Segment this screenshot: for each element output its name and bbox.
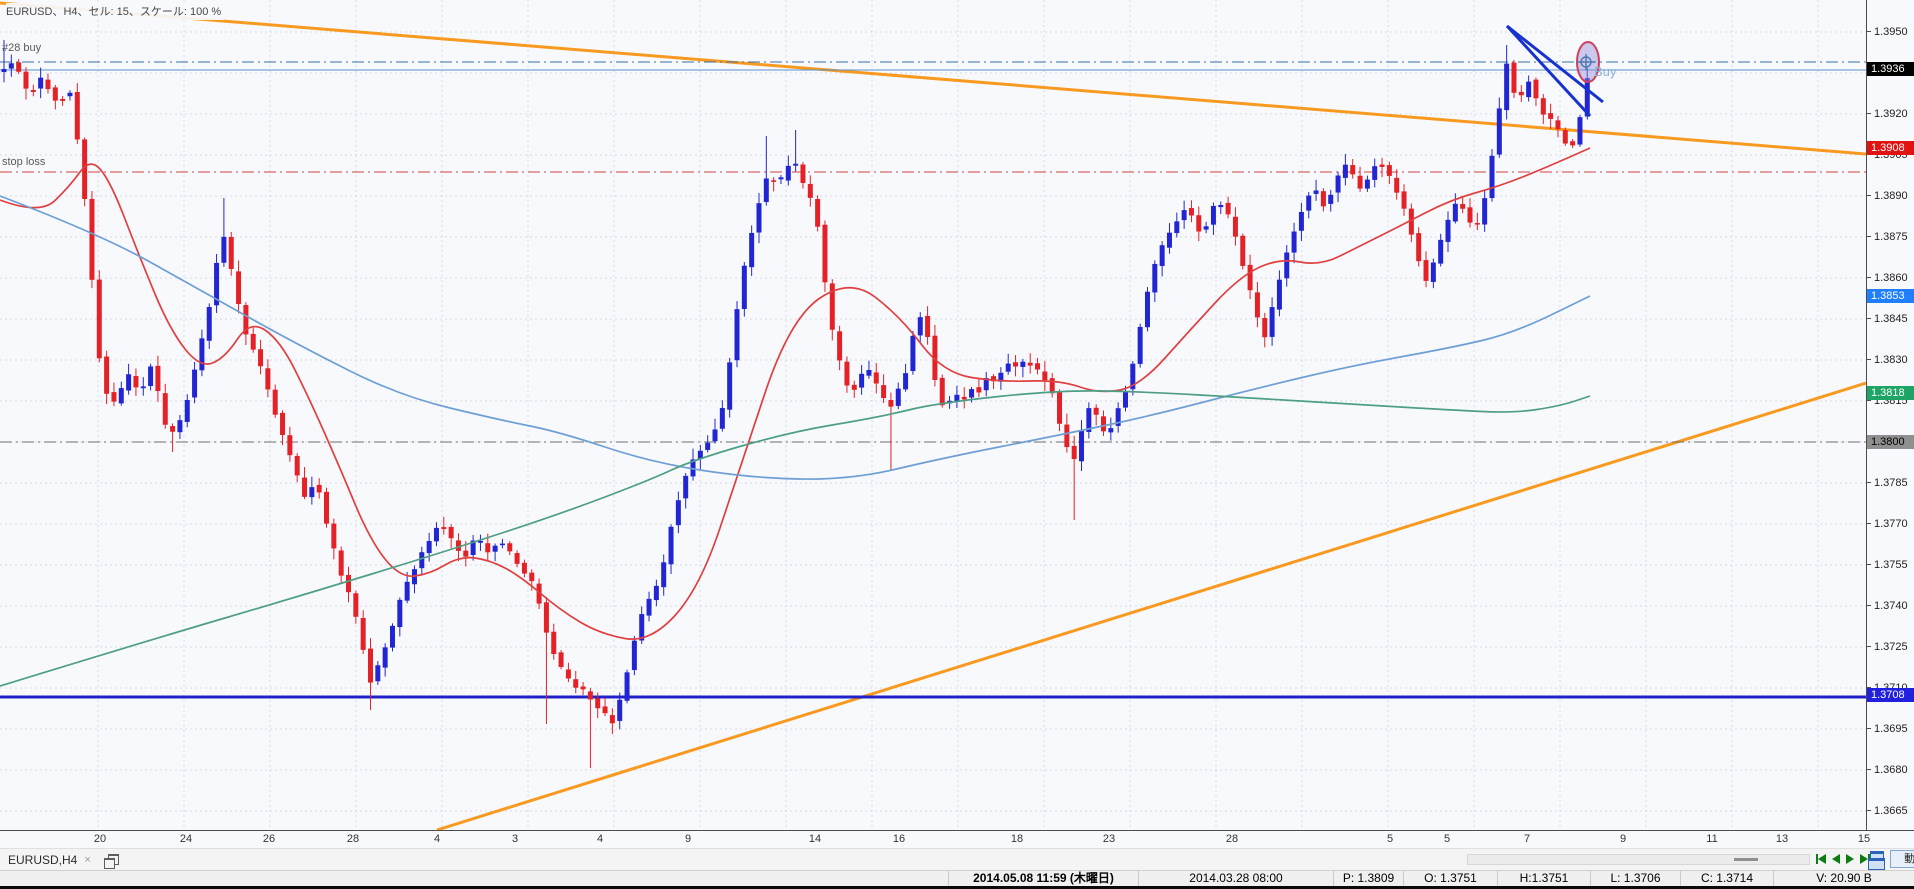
candlestick-chart: [0, 0, 1866, 830]
ma-medium-blue: [0, 195, 1591, 480]
status-cell: C: 1.3714: [1680, 871, 1773, 886]
time-tick-label: 9: [684, 833, 692, 845]
price-tick-label: 1.3665: [1867, 805, 1914, 817]
price-tick-label: 1.3740: [1867, 600, 1914, 612]
price-level-box: 1.3708: [1867, 688, 1914, 702]
status-cell: L: 1.3706: [1590, 871, 1680, 886]
status-cell: 2014.03.28 08:00: [1138, 871, 1333, 886]
restore-window-icon[interactable]: [103, 853, 119, 869]
time-tick-label: 11: [1706, 833, 1718, 845]
time-tick-label: 3: [511, 833, 519, 845]
price-level-box: 1.3853: [1867, 289, 1914, 303]
price-tick-label: 1.3920: [1867, 108, 1914, 120]
chart-tab-eurusd-h4[interactable]: EURUSD,H4 ×: [4, 851, 123, 869]
status-cell: 2014.05.08 11:59 (木曜日): [948, 871, 1138, 886]
candlestick-series: [1, 40, 1590, 768]
time-tick-label: 18: [1010, 833, 1024, 845]
price-level-box: 1.3818: [1867, 386, 1914, 400]
status-cell: V: 20.90 B: [1773, 871, 1914, 886]
chart-shift-icon[interactable]: [1868, 851, 1888, 870]
price-tick-label: 1.3830: [1867, 354, 1914, 366]
chart-tab-strip: EURUSD,H4 × 動ズーム: [0, 848, 1914, 870]
status-bar: 2014.05.08 11:59 (木曜日) 2014.03.28 08:00 P:…: [0, 870, 1914, 886]
price-tick-label: 1.3695: [1867, 723, 1914, 735]
crosshair-cursor-icon: [1577, 54, 1595, 70]
price-tick-label: 1.3680: [1867, 764, 1914, 776]
time-tick-label: 14: [808, 833, 822, 845]
status-cell: [0, 871, 948, 886]
price-tick-label: 1.3890: [1867, 190, 1914, 202]
status-cell: O: 1.3751: [1403, 871, 1497, 886]
time-tick-label: 4: [596, 833, 604, 845]
price-level-box: 1.3908: [1867, 141, 1914, 155]
price-tick-label: 1.3860: [1867, 272, 1914, 284]
step-back-icon[interactable]: [1830, 853, 1842, 866]
time-tick-label: 28: [1225, 833, 1239, 845]
pennant-upper: [1506, 24, 1604, 104]
taskbar-edge: [0, 886, 1914, 889]
pennant-lines: [1505, 24, 1604, 118]
time-tick-label: 5: [1386, 833, 1394, 845]
ma-fast-red: [0, 147, 1591, 640]
price-tick-label: 1.3845: [1867, 313, 1914, 325]
open-order-label: #28 buy: [2, 42, 42, 54]
auto-zoom-button[interactable]: 動ズーム: [1890, 850, 1914, 868]
price-tick-label: 1.3755: [1867, 559, 1914, 571]
close-icon[interactable]: ×: [84, 854, 91, 866]
chart-horizontal-scrollbar[interactable]: [1467, 854, 1810, 865]
ascending-orange: [436, 381, 1866, 830]
time-tick-label: 7: [1523, 833, 1531, 845]
time-tick-label: 23: [1102, 833, 1116, 845]
time-tick-label: 28: [346, 833, 360, 845]
price-tick-label: 1.3725: [1867, 641, 1914, 653]
chart-plot-area[interactable]: EURUSD、H4、セル: 15、スケール: 100 % #28 buy sto…: [0, 0, 1866, 830]
time-axis[interactable]: 20 24 26 28 4 3 4 9 14 16 18 23 28 5 5 7 9 11 13 15: [0, 830, 1914, 848]
status-cell: H:1.3751: [1497, 871, 1590, 886]
step-forward-icon[interactable]: [1844, 853, 1856, 866]
price-tick-label: 1.3770: [1867, 518, 1914, 530]
descending-orange: [0, 1, 1866, 156]
time-tick-label: 20: [93, 833, 107, 845]
pennant-lower: [1505, 24, 1592, 118]
price-tick-label: 1.3875: [1867, 231, 1914, 243]
chart-title: EURUSD、H4、セル: 15、スケール: 100 %: [6, 3, 225, 20]
price-tick-label: 1.3950: [1867, 26, 1914, 38]
price-axis[interactable]: 1.39501.39351.39201.39051.38901.38751.38…: [1866, 0, 1914, 830]
time-tick-label: 5: [1443, 833, 1451, 845]
time-tick-label: 15: [1857, 833, 1871, 845]
chart-tab-label: EURUSD,H4: [8, 853, 78, 867]
time-tick-label: 26: [262, 833, 276, 845]
stop-loss-label: stop loss: [2, 156, 46, 168]
ma-slow-green: [0, 390, 1591, 687]
trend-and-level-lines: [0, 1, 1866, 830]
go-first-icon[interactable]: [1816, 853, 1828, 866]
price-level-box: 1.3936: [1867, 62, 1914, 76]
time-tick-label: 24: [179, 833, 193, 845]
grid-lines: [0, 0, 1866, 830]
status-cell: P: 1.3809: [1333, 871, 1403, 886]
time-tick-label: 13: [1775, 833, 1789, 845]
buy-marker-label: Buy: [1594, 64, 1617, 79]
time-tick-label: 16: [892, 833, 906, 845]
time-tick-label: 4: [433, 833, 441, 845]
time-tick-label: 9: [1619, 833, 1627, 845]
price-tick-label: 1.3785: [1867, 477, 1914, 489]
scrollbar-thumb[interactable]: [1734, 858, 1758, 861]
price-level-box: 1.3800: [1867, 435, 1914, 449]
